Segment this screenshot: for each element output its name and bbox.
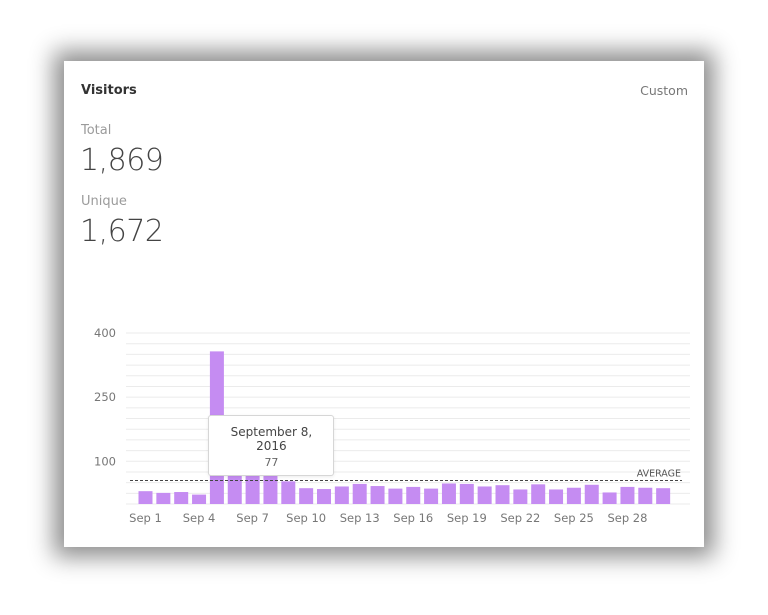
total-label: Total [81, 123, 112, 138]
chart-bar [531, 484, 546, 504]
chart-bar [299, 488, 314, 504]
chart-bar [263, 471, 278, 504]
chart-tooltip: September 8, 2016 77 [208, 415, 335, 476]
x-tick-label: Sep 28 [607, 511, 647, 525]
chart-bar [138, 491, 153, 504]
x-tick-label: Sep 25 [554, 511, 594, 525]
tooltip-value: 77 [264, 456, 279, 469]
chart-bar [281, 481, 296, 504]
x-tick-label: Sep 13 [340, 511, 380, 525]
chart-bar [352, 483, 367, 504]
unique-label: Unique [81, 194, 127, 209]
chart-bar [334, 486, 349, 504]
x-tick-label: Sep 1 [129, 511, 162, 525]
chart-bar [156, 492, 171, 504]
visitors-bar-chart: 100 250 400 Sep 1 Sep 4 Sep 7 Sep 10 Sep 13 Sep … [94, 326, 690, 525]
chart-bar [317, 489, 331, 504]
chart-bar [245, 468, 260, 504]
chart-bar [174, 492, 189, 504]
average-label: AVERAGE [637, 468, 681, 479]
tooltip-date: September 8, 2016 [230, 425, 313, 453]
chart-bar [513, 489, 528, 504]
chart-bar [602, 492, 617, 504]
visitors-card: Visitors Custom Total 1,869 Unique 1,672… [64, 61, 704, 547]
chart-bar [370, 486, 385, 504]
chart-bar [638, 487, 653, 504]
chart-bar [584, 484, 599, 504]
y-tick-label: 250 [94, 390, 116, 404]
chart-bar [495, 485, 510, 504]
y-tick-label: 100 [94, 454, 116, 468]
x-tick-label: Sep 22 [500, 511, 540, 525]
x-tick-label: Sep 16 [393, 511, 433, 525]
chart-bar [549, 489, 564, 504]
chart-bar [459, 483, 474, 504]
y-tick-label: 400 [94, 326, 116, 340]
chart-bar [656, 488, 671, 504]
chart-bar [620, 486, 635, 504]
chart-bar [388, 488, 403, 504]
total-value: 1,869 [80, 143, 164, 178]
chart-bar [192, 494, 207, 504]
chart-bar [441, 483, 456, 504]
card-title: Visitors [81, 83, 137, 98]
chart-bar [477, 486, 492, 504]
chart-bar [566, 487, 581, 504]
x-tick-label: Sep 7 [236, 511, 269, 525]
chart-bar [406, 486, 421, 504]
chart-bar [424, 488, 439, 504]
x-tick-label: Sep 10 [286, 511, 326, 525]
custom-range-link[interactable]: Custom [640, 83, 688, 98]
chart-bar [227, 466, 242, 504]
x-tick-label: Sep 4 [183, 511, 216, 525]
x-tick-label: Sep 19 [447, 511, 487, 525]
unique-value: 1,672 [80, 214, 164, 249]
